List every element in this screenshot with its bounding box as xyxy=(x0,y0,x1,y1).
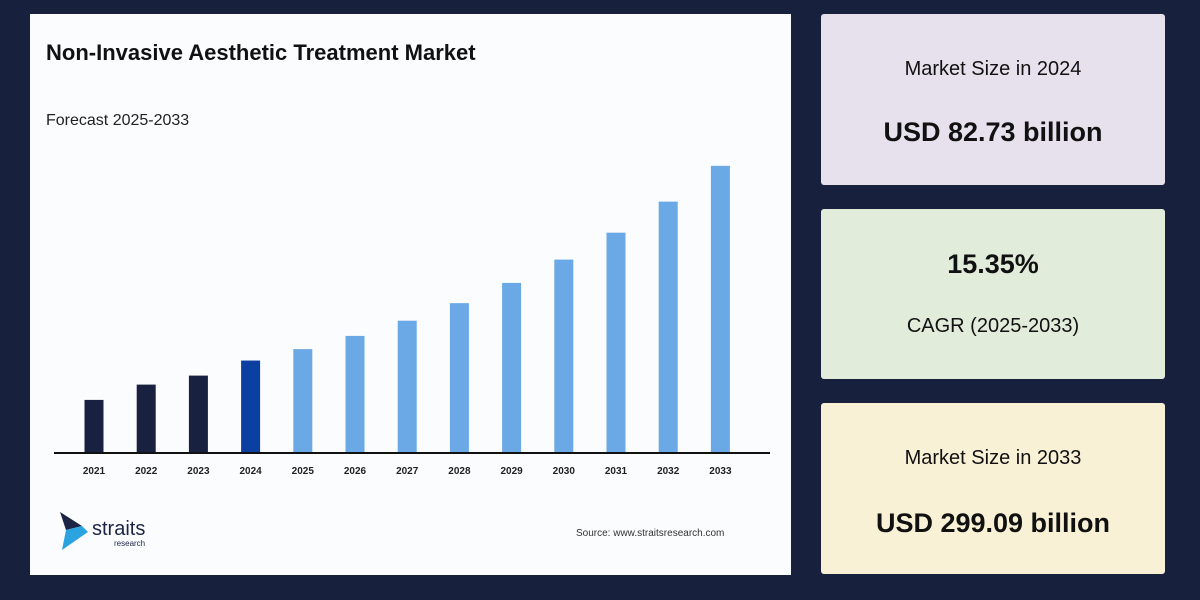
cagr-card: 15.35% CAGR (2025-2033) xyxy=(821,209,1165,379)
card-value: USD 299.09 billion xyxy=(875,508,1111,538)
x-tick-label: 2030 xyxy=(553,466,576,477)
x-tick-label: 2028 xyxy=(448,466,471,477)
straits-logo-icon xyxy=(60,512,88,550)
x-tick-label: 2032 xyxy=(657,466,680,477)
market-size-2024-card: Market Size in 2024 USD 82.73 billion xyxy=(821,14,1165,185)
source-note: Source: www.straitsresearch.com xyxy=(576,528,725,539)
bar-2033 xyxy=(710,165,730,453)
card-label: Market Size in 2033 xyxy=(904,447,1082,469)
logo-text: straits xyxy=(92,518,146,540)
chart-panel: Non-Invasive Aesthetic Treatment Market … xyxy=(30,14,791,575)
market-size-2033-card: Market Size in 2033 USD 299.09 billion xyxy=(821,403,1165,574)
card-label: CAGR (2025-2033) xyxy=(906,315,1080,337)
chart-title: Non-Invasive Aesthetic Treatment Market xyxy=(46,40,476,65)
bar-2025 xyxy=(293,349,313,453)
x-tick-label: 2033 xyxy=(709,466,732,477)
bar-chart: 2021 2022 2023 2024 2025 2026 2027 2028 2029 2030… xyxy=(54,165,770,477)
x-tick-label: 2022 xyxy=(135,466,158,477)
card-label: Market Size in 2024 xyxy=(904,58,1082,80)
x-tick-label: 2029 xyxy=(500,466,523,477)
bar-2031 xyxy=(606,232,626,453)
card-value: USD 82.73 billion xyxy=(883,117,1103,147)
chart-subtitle: Forecast 2025-2033 xyxy=(46,112,190,129)
x-tick-label: 2023 xyxy=(187,466,210,477)
bar-2022 xyxy=(136,384,156,453)
bar-2028 xyxy=(449,303,469,453)
x-tick-label: 2027 xyxy=(396,466,419,477)
x-tick-label: 2031 xyxy=(605,466,628,477)
bar-2027 xyxy=(397,320,417,453)
bar-2030 xyxy=(554,259,574,453)
bar-2021 xyxy=(84,399,104,453)
x-tick-label: 2025 xyxy=(292,466,315,477)
bar-2023 xyxy=(188,375,208,453)
card-value: 15.35% xyxy=(947,249,1039,279)
bar-2032 xyxy=(658,201,678,453)
bar-2029 xyxy=(502,282,522,453)
bar-2024 xyxy=(241,360,261,453)
x-tick-label: 2026 xyxy=(344,466,367,477)
x-tick-label: 2021 xyxy=(83,466,106,477)
logo-subtext: research xyxy=(114,539,146,548)
x-tick-label: 2024 xyxy=(239,466,262,477)
bar-2026 xyxy=(345,335,365,453)
